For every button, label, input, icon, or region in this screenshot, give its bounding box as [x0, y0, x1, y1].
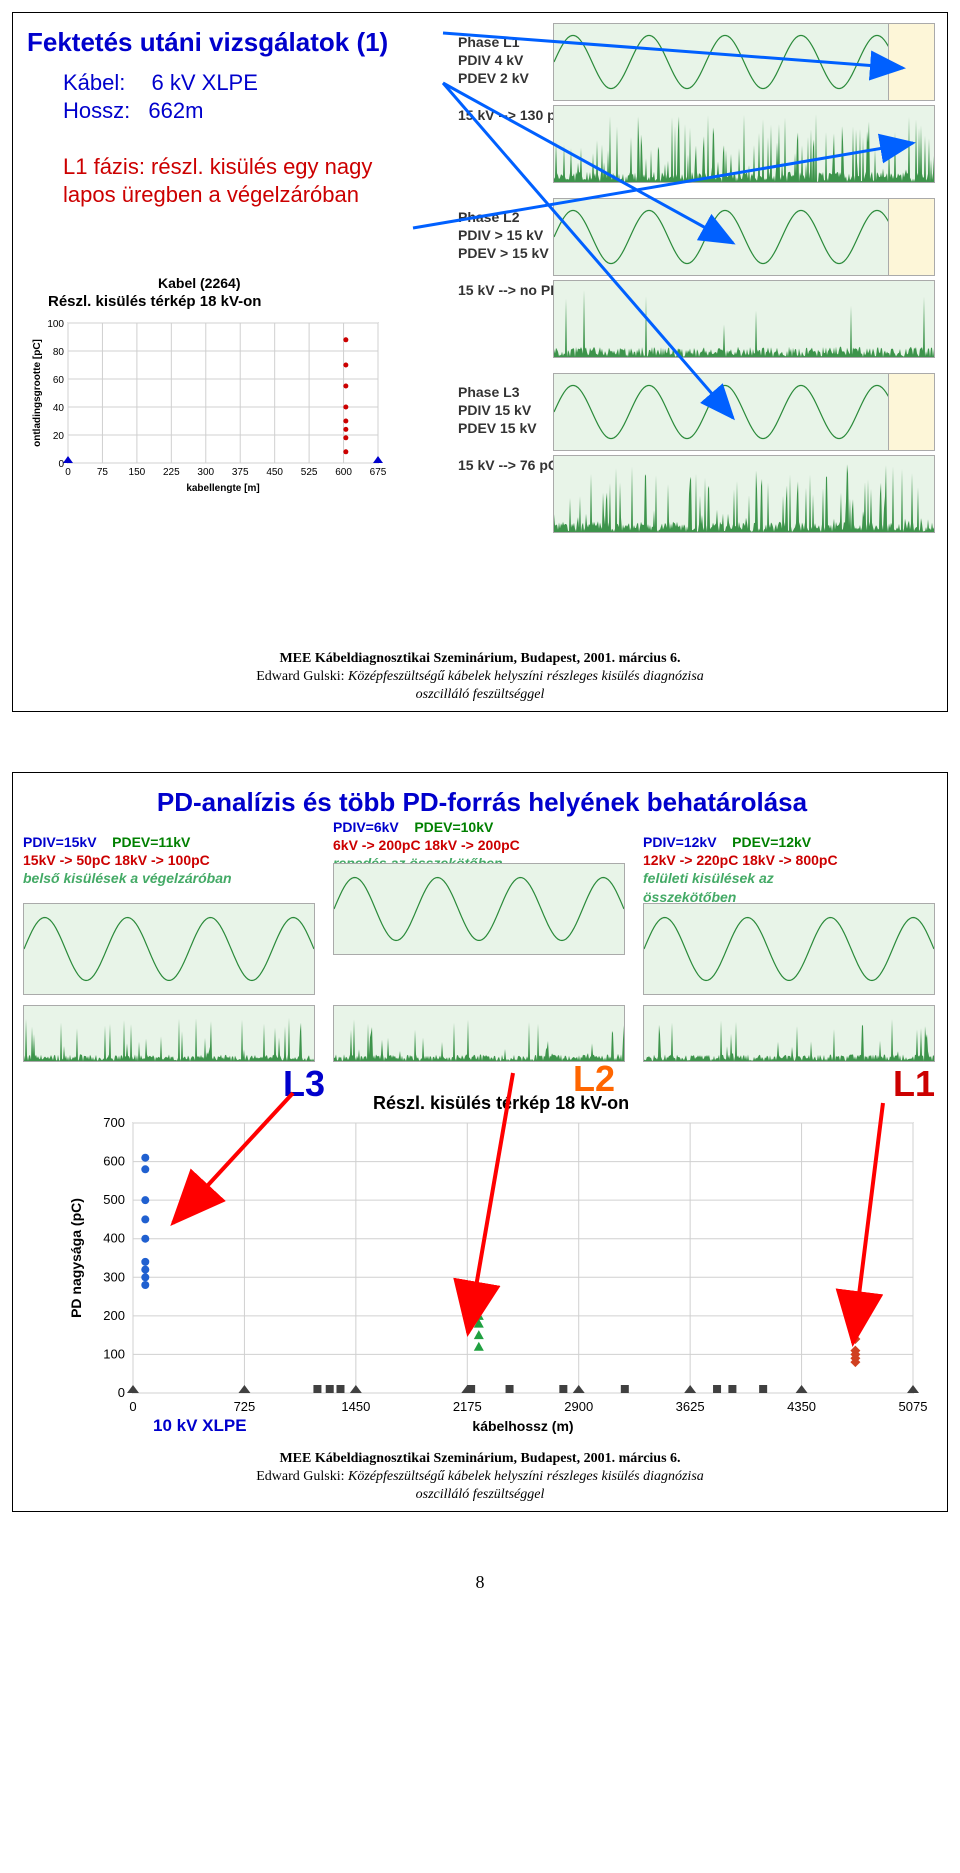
svg-text:0: 0: [58, 459, 64, 470]
label-l3: L3: [283, 1063, 325, 1105]
svg-text:2900: 2900: [564, 1399, 593, 1414]
svg-text:2175: 2175: [453, 1399, 482, 1414]
length-label: Hossz:: [63, 98, 130, 123]
length-value: 662m: [148, 98, 203, 123]
small-chart: 0 20 40 60 80 100 0 75 150 225 300 375 450 525 600 675 o…: [28, 313, 408, 513]
svg-text:1450: 1450: [341, 1399, 370, 1414]
slide2-footer: MEE Kábeldiagnosztikai Szeminárium, Buda…: [247, 1451, 714, 1503]
cable-value: 6 kV XLPE: [152, 70, 258, 95]
svg-text:400: 400: [103, 1231, 125, 1246]
footer-subtitle-b: Középfeszültségű kábelek helyszíni részl…: [348, 1469, 704, 1502]
slide2-chart-caption: Részl. kisülés térkép 18 kV-on: [373, 1093, 629, 1114]
svg-text:kabellengte [m]: kabellengte [m]: [186, 483, 259, 494]
svg-text:20: 20: [53, 431, 65, 442]
svg-text:375: 375: [232, 467, 249, 478]
svg-text:500: 500: [103, 1192, 125, 1207]
slide2-title: PD-analízis és több PD-forrás helyének b…: [27, 787, 937, 818]
waveform-col2-bot: [333, 1005, 625, 1062]
svg-text:0: 0: [118, 1385, 125, 1400]
pd-column-0: PDIV=15kV PDEV=11kV15kV -> 50pC 18kV -> …: [23, 833, 313, 888]
phase-scale-0: [888, 23, 935, 101]
phase-panel-1-0: [553, 198, 935, 276]
svg-text:100: 100: [47, 319, 64, 330]
svg-text:60: 60: [53, 375, 65, 386]
phase-label-2: Phase L3PDIV 15 kVPDEV 15 kV15 kV --> 76…: [458, 383, 558, 474]
footer-author-b: Edward Gulski:: [256, 1469, 348, 1484]
svg-text:5075: 5075: [899, 1399, 928, 1414]
svg-text:3625: 3625: [676, 1399, 705, 1414]
footer-line1: MEE Kábeldiagnosztikai Szeminárium, Buda…: [247, 651, 714, 667]
label-l1: L1: [893, 1063, 935, 1105]
big-chart: 0 100 200 300 400 500 600 700 0 725 1450 2175 2900 36…: [63, 1113, 943, 1443]
page-number: 8: [12, 1572, 948, 1593]
svg-text:675: 675: [370, 467, 387, 478]
svg-text:300: 300: [103, 1269, 125, 1284]
footer-line1-b: MEE Kábeldiagnosztikai Szeminárium, Buda…: [247, 1451, 714, 1467]
phase-panel-2-1: [553, 455, 935, 533]
svg-text:150: 150: [129, 467, 146, 478]
phase-panel-0-0: [553, 23, 935, 101]
phase-panel-1-1: [553, 280, 935, 358]
svg-text:200: 200: [103, 1308, 125, 1323]
cable-label: Kábel:: [63, 70, 125, 95]
svg-text:725: 725: [234, 1399, 256, 1414]
phase-scale-1: [888, 198, 935, 276]
svg-text:ontladingsgrootte [pC]: ontladingsgrootte [pC]: [32, 339, 43, 447]
svg-text:40: 40: [53, 403, 65, 414]
footer-subtitle: Középfeszültségű kábelek helyszíni részl…: [348, 669, 704, 702]
slide-2: PD-analízis és több PD-forrás helyének b…: [12, 772, 948, 1512]
small-chart-caption: Részl. kisülés térkép 18 kV-on: [48, 293, 261, 310]
svg-text:0: 0: [129, 1399, 136, 1414]
small-chart-title: Kabel (2264): [158, 275, 240, 291]
waveform-col1-bot: [23, 1005, 315, 1062]
svg-text:75: 75: [97, 467, 109, 478]
svg-text:100: 100: [103, 1346, 125, 1361]
footer-author: Edward Gulski:: [256, 669, 348, 684]
waveform-col3-top: [643, 903, 935, 995]
phase-panel-2-0: [553, 373, 935, 451]
phase-label-0: Phase L1PDIV 4 kVPDEV 2 kV15 kV --> 130 …: [458, 33, 566, 124]
svg-text:525: 525: [301, 467, 318, 478]
svg-text:10 kV XLPE: 10 kV XLPE: [153, 1416, 247, 1435]
svg-text:300: 300: [197, 467, 214, 478]
waveform-col3-bot: [643, 1005, 935, 1062]
svg-text:450: 450: [266, 467, 283, 478]
phase-panel-0-1: [553, 105, 935, 183]
svg-text:4350: 4350: [787, 1399, 816, 1414]
svg-text:600: 600: [103, 1154, 125, 1169]
svg-text:PD nagysága (pC): PD nagysága (pC): [68, 1198, 84, 1318]
waveform-col2-top: [333, 863, 625, 955]
svg-text:700: 700: [103, 1115, 125, 1130]
phase-label-1: Phase L2PDIV > 15 kVPDEV > 15 kV15 kV --…: [458, 208, 560, 299]
phase-scale-2: [888, 373, 935, 451]
svg-text:225: 225: [163, 467, 180, 478]
svg-text:0: 0: [65, 467, 71, 478]
slide-1: Fektetés utáni vizsgálatok (1) Kábel: 6 …: [12, 12, 948, 712]
pd-column-2: PDIV=12kV PDEV=12kV12kV -> 220pC 18kV ->…: [643, 833, 933, 906]
svg-text:600: 600: [335, 467, 352, 478]
slide1-footer: MEE Kábeldiagnosztikai Szeminárium, Buda…: [247, 651, 714, 703]
svg-text:kábelhossz (m): kábelhossz (m): [472, 1418, 573, 1434]
waveform-col1-top: [23, 903, 315, 995]
svg-text:80: 80: [53, 347, 65, 358]
